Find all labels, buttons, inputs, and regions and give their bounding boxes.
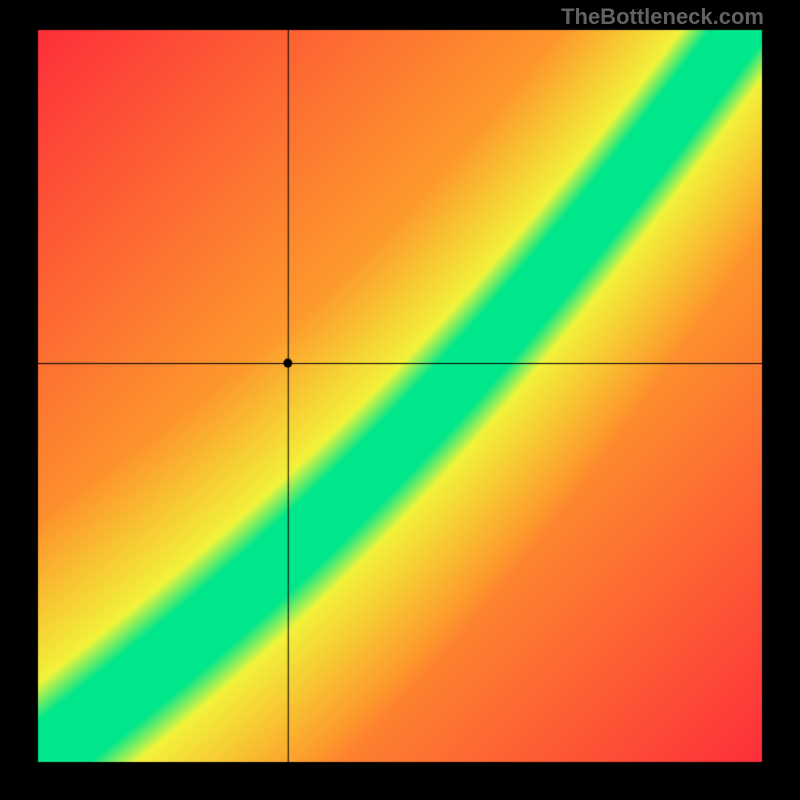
bottleneck-heatmap — [0, 0, 800, 800]
chart-container: TheBottleneck.com — [0, 0, 800, 800]
watermark-text: TheBottleneck.com — [561, 4, 764, 30]
